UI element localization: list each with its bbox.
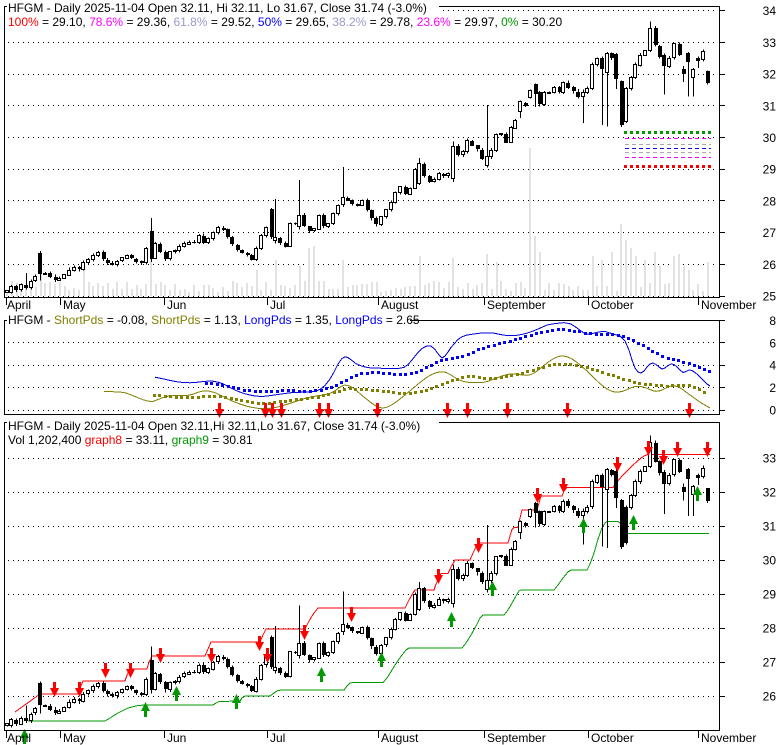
svg-text:August: August [381, 298, 419, 312]
svg-text:Jul: Jul [270, 731, 285, 745]
svg-text:May: May [63, 731, 86, 745]
svg-text:Jun: Jun [167, 731, 186, 745]
svg-text:April: April [7, 731, 31, 745]
svg-text:6: 6 [769, 336, 776, 350]
svg-text:November: November [701, 298, 756, 312]
svg-text:April: April [7, 298, 31, 312]
svg-text:29: 29 [763, 163, 777, 177]
svg-text:32: 32 [763, 486, 777, 500]
svg-text:Jul: Jul [270, 298, 285, 312]
svg-text:2: 2 [769, 381, 776, 395]
svg-text:4: 4 [769, 359, 776, 373]
svg-text:26: 26 [763, 690, 777, 704]
svg-text:HFGM - ShortPds = -0.08, Short: HFGM - ShortPds = -0.08, ShortPds = 1.13… [8, 313, 420, 327]
svg-text:October: October [591, 298, 634, 312]
svg-text:Jun: Jun [167, 298, 186, 312]
svg-text:29: 29 [763, 588, 777, 602]
svg-text:27: 27 [763, 656, 777, 670]
svg-text:34: 34 [763, 4, 777, 18]
svg-text:100% = 29.10, 78.6% = 29.36, 6: 100% = 29.10, 78.6% = 29.36, 61.8% = 29.… [8, 15, 562, 29]
svg-text:30: 30 [763, 131, 777, 145]
svg-text:26: 26 [763, 258, 777, 272]
svg-text:32: 32 [763, 68, 777, 82]
svg-text:September: September [487, 731, 546, 745]
svg-text:33: 33 [763, 452, 777, 466]
svg-text:May: May [63, 298, 86, 312]
svg-text:31: 31 [763, 520, 777, 534]
svg-text:8: 8 [769, 314, 776, 328]
svg-text:28: 28 [763, 622, 777, 636]
svg-text:October: October [591, 731, 634, 745]
svg-text:30: 30 [763, 554, 777, 568]
svg-text:25: 25 [763, 290, 777, 304]
svg-text:33: 33 [763, 36, 777, 50]
svg-text:HFGM - Daily 2025-11-04 Open 3: HFGM - Daily 2025-11-04 Open 32.11,Hi 32… [8, 419, 420, 433]
svg-text:September: September [487, 298, 546, 312]
svg-text:0: 0 [769, 404, 776, 418]
svg-text:31: 31 [763, 99, 777, 113]
svg-text:November: November [701, 731, 756, 745]
svg-text:Vol 1,202,400 graph8 = 33.11,: Vol 1,202,400 graph8 = 33.11, graph9 = 3… [8, 433, 253, 447]
svg-text:28: 28 [763, 194, 777, 208]
svg-text:August: August [381, 731, 419, 745]
svg-text:27: 27 [763, 226, 777, 240]
svg-text:HFGM - Daily 2025-11-04 Open 3: HFGM - Daily 2025-11-04 Open 32.11, Hi 3… [8, 1, 427, 15]
